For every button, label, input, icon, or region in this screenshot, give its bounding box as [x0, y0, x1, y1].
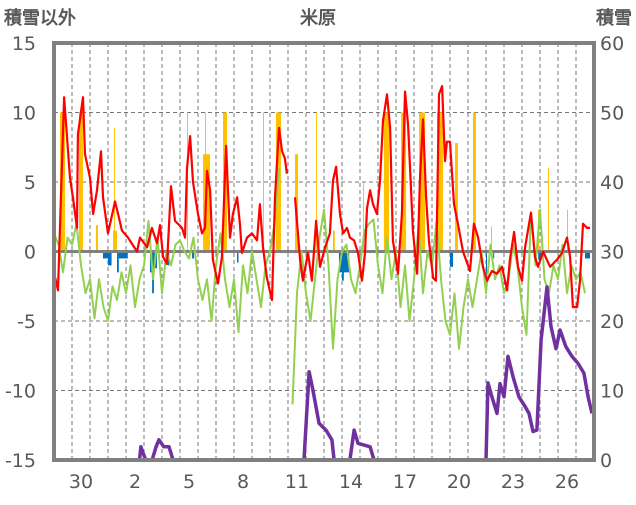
orange-bar — [363, 182, 365, 252]
left-axis-title: 積雪以外 — [3, 7, 76, 29]
x-tick-label: 2 — [129, 471, 141, 493]
right-tick-label: 40 — [600, 172, 624, 194]
purple-series-line — [54, 285, 594, 462]
plot-border — [52, 41, 596, 462]
orange-bar — [113, 230, 117, 252]
orange-bar — [95, 225, 98, 252]
x-tick-label: 11 — [285, 471, 309, 493]
blue-bar — [338, 251, 350, 273]
x-tick-label: 14 — [339, 471, 363, 493]
x-tick-label: 17 — [393, 471, 417, 493]
orange-bar — [547, 168, 549, 252]
blue-bar — [342, 251, 344, 281]
left-tick-label: -15 — [5, 450, 36, 472]
blue-bar — [450, 251, 454, 267]
right-tick-label: 10 — [600, 381, 624, 403]
right-axis-title: 積雪 — [595, 7, 632, 29]
orange-bar — [473, 112, 476, 252]
left-tick-label: -10 — [5, 381, 36, 403]
x-tick-label: 5 — [183, 471, 195, 493]
x-tick-label: 8 — [237, 471, 249, 493]
orange-bar — [567, 209, 568, 252]
blue-bar — [117, 251, 119, 273]
right-tick-label: 30 — [600, 242, 624, 264]
x-tick-label: 26 — [555, 471, 579, 493]
blue-bar — [102, 251, 108, 259]
blue-bar — [108, 251, 112, 266]
orange-bar — [113, 127, 115, 252]
x-tick-label: 30 — [69, 471, 93, 493]
left-tick-label: 0 — [24, 242, 36, 264]
orange-bar — [419, 112, 425, 252]
blue-bar — [538, 251, 542, 260]
plot-frame — [52, 41, 596, 462]
x-tick-label: 23 — [501, 471, 525, 493]
blue-bar — [192, 251, 195, 259]
left-tick-label: 5 — [24, 172, 36, 194]
red-series-line — [52, 85, 590, 309]
axis-labels: 積雪以外 米原 積雪 151050-5-10-15605040302010030… — [3, 7, 632, 493]
blue-bar — [486, 251, 487, 274]
green-series-line — [53, 168, 586, 405]
blue-bar — [237, 251, 239, 263]
orange-bar — [262, 112, 264, 252]
lines — [52, 85, 594, 462]
orange-bar — [383, 112, 389, 252]
orange-bar — [437, 112, 443, 252]
x-tick-label: 20 — [447, 471, 471, 493]
left-tick-label: -5 — [17, 311, 36, 333]
right-tick-label: 60 — [600, 33, 624, 55]
orange-bar — [316, 112, 318, 252]
blue-bar — [118, 251, 128, 259]
right-tick-label: 20 — [600, 311, 624, 333]
orange-bar — [455, 143, 458, 252]
blue-bar — [585, 251, 591, 259]
left-tick-label: 10 — [12, 103, 36, 125]
orange-bar — [333, 230, 335, 252]
right-tick-label: 50 — [600, 103, 624, 125]
orange-bar — [491, 226, 493, 252]
orange-bar — [79, 112, 83, 252]
left-tick-label: 15 — [12, 33, 36, 55]
blue-bar — [493, 251, 495, 259]
chart-title: 米原 — [300, 7, 336, 29]
right-tick-label: 0 — [600, 450, 612, 472]
